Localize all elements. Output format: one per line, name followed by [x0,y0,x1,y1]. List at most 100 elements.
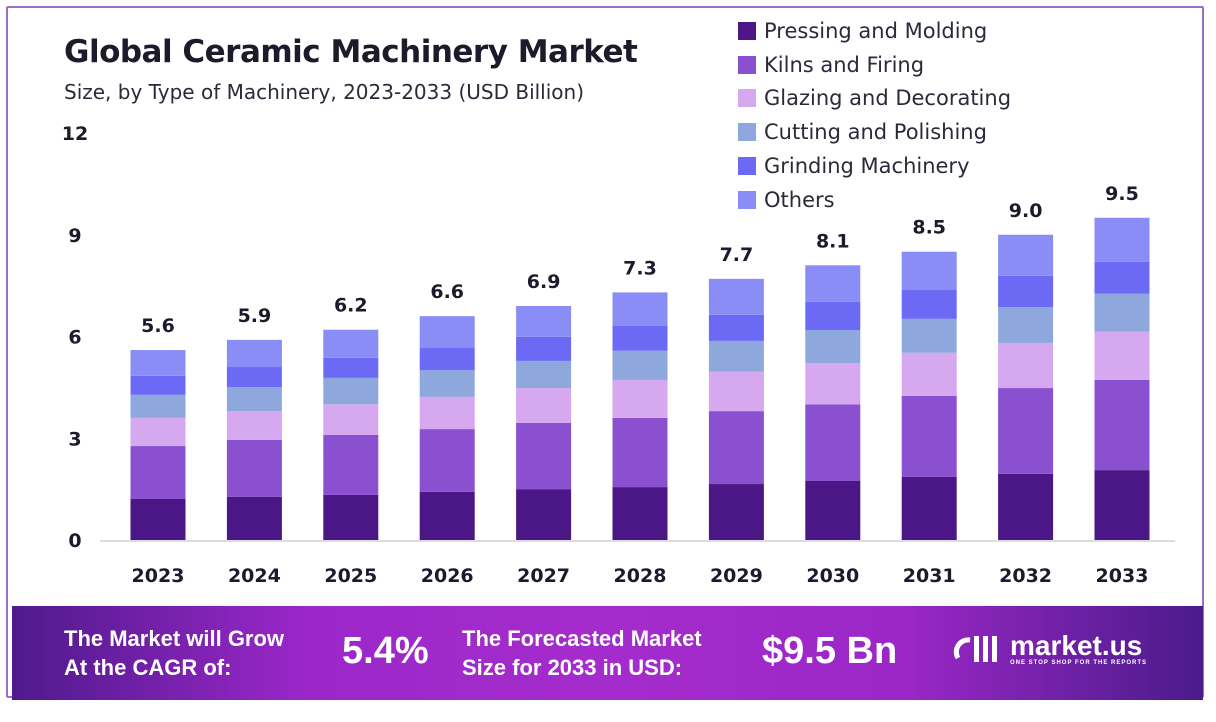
bar-segment [612,292,668,326]
legend-swatch [738,21,756,40]
bar-segment [901,476,957,540]
bar-segment [323,329,379,358]
bar-segment [1094,217,1150,262]
bar-segment [419,491,475,540]
forecast-label-line1: The Forecasted Market [462,626,702,651]
logo-tagline: ONE STOP SHOP FOR THE REPORTS [1010,660,1148,666]
bar-segment [708,340,764,372]
bar-segment [901,251,957,291]
bar-segment [419,348,475,371]
bar-segment [612,379,668,418]
chart-subtitle: Size, by Type of Machinery, 2023-2033 (U… [64,80,585,104]
legend-item: Glazing and Decorating [738,82,1011,116]
y-tick-label: 0 [68,530,81,552]
total-label: 6.6 [430,281,464,303]
total-label: 7.3 [623,257,657,279]
bar-segment [998,388,1054,474]
bar-segment [805,330,861,363]
legend-label: Pressing and Molding [764,18,988,43]
legend: Pressing and Molding Kilns and Firing Glaz… [738,14,1011,217]
bar-segment [419,370,475,397]
cagr-label-line1: The Market will Grow [64,626,285,651]
bar-segment [998,473,1054,540]
legend-swatch [738,123,756,142]
bar-segment [419,429,475,492]
bar-segment [998,306,1054,343]
bar-segment [130,498,186,540]
total-label: 6.9 [527,271,561,293]
legend-swatch [738,89,756,108]
total-label: 9.5 [1105,183,1139,205]
forecast-label: The Forecasted Market Size for 2033 in US… [462,624,702,682]
legend-item: Pressing and Molding [738,14,1011,48]
total-label: 5.6 [141,315,175,337]
bar-segment [805,265,861,302]
total-label: 5.9 [238,305,272,327]
bar-segment [612,350,668,380]
bar-segment [901,395,957,477]
y-tick-label: 9 [68,225,81,247]
bar-segment [130,375,186,395]
stacked-bar-chart: 0 3 6 9 12 5.6 2023 5.9 2024 6.2 2025 6.6 2026 6.9 202… [62,123,1175,587]
legend-label: Others [764,187,835,212]
bar-segment [805,404,861,481]
chart-title: Global Ceramic Machinery Market [64,34,638,70]
bar-segment [130,394,186,418]
bar-segment [901,318,957,353]
legend-label: Grinding Machinery [764,154,970,179]
legend-item: Others [738,183,1011,217]
bar-segment [708,411,764,485]
forecast-value: $9.5 Bn [762,630,898,672]
bar-segment [516,422,572,490]
y-tick-label: 12 [62,123,88,145]
bar-segment [708,484,764,540]
bar-segment [708,278,764,315]
logo-icon [953,636,997,662]
total-label: 6.2 [334,295,368,317]
x-tick-label: 2024 [228,565,281,587]
bar-segment [323,404,379,435]
x-tick-label: 2028 [614,565,667,587]
bar-segment [419,316,475,349]
cagr-value: 5.4% [342,630,429,672]
bar-segment [323,357,379,378]
bar-segment [612,417,668,488]
total-label: 7.7 [720,244,754,266]
bar-segment [901,352,957,396]
cagr-label-line2: At the CAGR of: [64,655,232,680]
bar-segment [612,325,668,351]
bar-segment [130,350,186,376]
bar-segment [998,275,1054,307]
bar-segment [419,396,475,430]
bar-segment [323,377,379,405]
bar-segment [516,305,572,337]
bar-segment [805,301,861,331]
x-tick-label: 2026 [421,565,474,587]
x-tick-label: 2023 [132,565,185,587]
x-tick-label: 2032 [999,565,1052,587]
x-tick-label: 2027 [517,565,570,587]
bar-segment [226,367,282,388]
bar-segment [805,480,861,540]
bar-segment [708,314,764,341]
y-tick-label: 3 [68,428,81,450]
bar-segment [130,417,186,447]
bar-segment [1094,470,1150,540]
legend-label: Cutting and Polishing [764,120,987,145]
bar-segment [1094,293,1150,332]
bar-segment [226,411,282,440]
bar-segment [323,494,379,540]
legend-item: Kilns and Firing [738,48,1011,82]
legend-swatch [738,157,756,176]
legend-item: Grinding Machinery [738,149,1011,183]
cagr-label: The Market will Grow At the CAGR of: [64,624,284,682]
bar-segment [708,371,764,412]
bar-segment [226,496,282,540]
x-tick-label: 2029 [710,565,763,587]
summary-banner: The Market will Grow At the CAGR of: 5.4%… [12,606,1203,700]
market-us-logo: market.us ONE STOP SHOP FOR THE REPORTS [952,628,1147,668]
bar-segment [1094,331,1150,380]
bar-segment [516,336,572,361]
bar-segment [1094,379,1150,471]
bar-segment [516,388,572,423]
